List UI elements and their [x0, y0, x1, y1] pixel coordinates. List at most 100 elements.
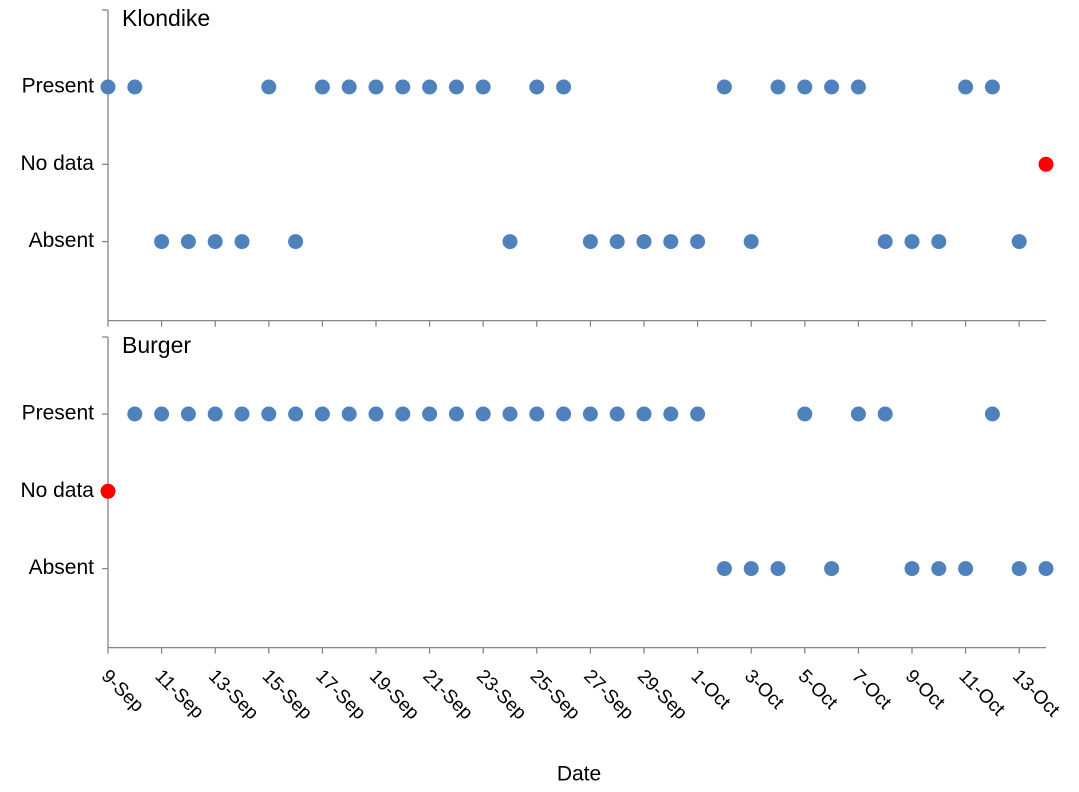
x-tick-label: 9-Sep [97, 666, 148, 717]
data-point [234, 406, 250, 422]
data-point [154, 234, 170, 250]
data-point [127, 79, 143, 95]
x-tick-label: 25-Sep [526, 666, 584, 724]
data-point [395, 79, 411, 95]
data-point [154, 406, 170, 422]
data-point [422, 406, 438, 422]
x-tick-label: 19-Sep [365, 666, 423, 724]
y-tick-label: No data [20, 152, 94, 175]
data-point [582, 234, 598, 250]
data-point [716, 561, 732, 577]
x-tick-label: 5-Oct [794, 666, 842, 714]
data-point [395, 406, 411, 422]
data-point [529, 406, 545, 422]
data-point [475, 79, 491, 95]
x-tick-label: 11-Sep [151, 666, 208, 723]
data-point [690, 234, 706, 250]
data-point [1011, 234, 1027, 250]
data-point [207, 406, 223, 422]
data-point [100, 79, 116, 95]
data-point [931, 234, 947, 250]
data-point [100, 483, 116, 499]
data-point [877, 234, 893, 250]
x-tick-label: 3-Oct [740, 666, 788, 714]
data-point [502, 234, 518, 250]
data-point [341, 79, 357, 95]
data-point [288, 234, 304, 250]
data-point [1038, 156, 1054, 172]
data-point [180, 234, 196, 250]
data-point [743, 234, 759, 250]
data-point [314, 79, 330, 95]
data-point [877, 406, 893, 422]
y-tick-label: Absent [29, 556, 95, 579]
data-point [743, 561, 759, 577]
data-point [368, 406, 384, 422]
data-point [422, 79, 438, 95]
data-point [931, 561, 947, 577]
data-point [663, 406, 679, 422]
x-tick-label: 13-Oct [1008, 666, 1064, 722]
data-point [582, 406, 598, 422]
x-tick-label: 13-Sep [204, 666, 262, 724]
data-point [234, 234, 250, 250]
data-point [797, 406, 813, 422]
data-point [180, 406, 196, 422]
data-point [984, 79, 1000, 95]
y-tick-label: No data [20, 479, 94, 502]
data-point [958, 561, 974, 577]
data-point [690, 406, 706, 422]
data-point [448, 79, 464, 95]
x-tick-label: 9-Oct [901, 666, 949, 714]
data-point [529, 79, 545, 95]
data-point [1011, 561, 1027, 577]
data-point [475, 406, 491, 422]
data-point [261, 406, 277, 422]
data-point [663, 234, 679, 250]
data-point [904, 234, 920, 250]
data-point [368, 79, 384, 95]
x-tick-label: 15-Sep [258, 666, 316, 724]
x-tick-label: 17-Sep [311, 666, 369, 724]
data-point [314, 406, 330, 422]
x-tick-label: 23-Sep [472, 666, 530, 724]
data-point [824, 561, 840, 577]
data-point [770, 79, 786, 95]
x-tick-label: 27-Sep [579, 666, 637, 724]
x-axis-label: Date [557, 763, 601, 786]
data-point [636, 234, 652, 250]
data-point [958, 79, 974, 95]
data-point [904, 561, 920, 577]
data-point [448, 406, 464, 422]
x-tick-label: 7-Oct [847, 666, 895, 714]
data-point [984, 406, 1000, 422]
x-tick-label: 21-Sep [419, 666, 477, 724]
data-point [207, 234, 223, 250]
data-point [341, 406, 357, 422]
data-point [609, 234, 625, 250]
panel-title: Klondike [122, 5, 210, 31]
data-point [770, 561, 786, 577]
y-tick-label: Present [22, 75, 95, 98]
data-point [556, 79, 572, 95]
data-point [1038, 561, 1054, 577]
y-tick-label: Present [22, 402, 95, 425]
data-point [797, 79, 813, 95]
x-tick-label: 1-Oct [687, 666, 735, 714]
y-tick-label: Absent [29, 229, 95, 252]
data-point [127, 406, 143, 422]
x-tick-label: 11-Oct [955, 666, 1010, 721]
data-point [850, 406, 866, 422]
data-point [850, 79, 866, 95]
x-tick-label: 29-Sep [633, 666, 691, 724]
data-point [288, 406, 304, 422]
data-point [636, 406, 652, 422]
data-point [824, 79, 840, 95]
data-point [716, 79, 732, 95]
data-point [502, 406, 518, 422]
data-point [556, 406, 572, 422]
data-point [261, 79, 277, 95]
panel-title: Burger [122, 332, 191, 358]
data-point [609, 406, 625, 422]
